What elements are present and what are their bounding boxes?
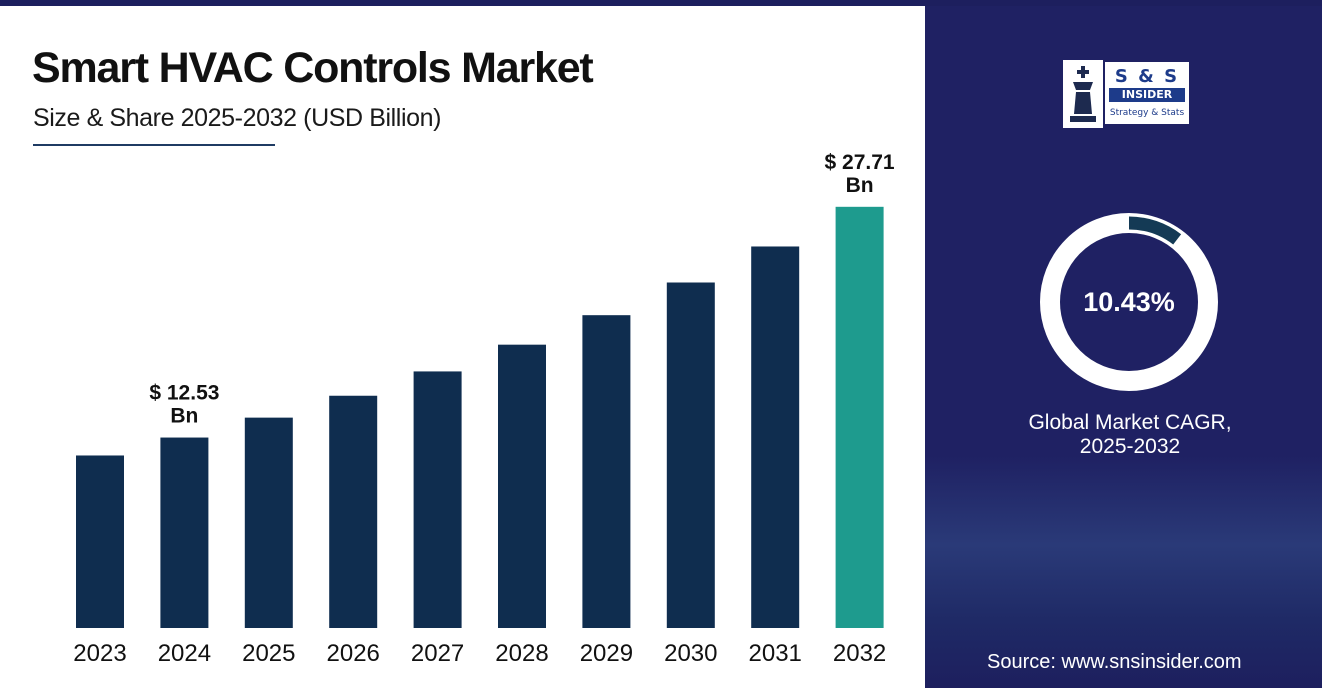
top-strip [0, 0, 1322, 6]
data-label-unit: Bn [846, 174, 874, 197]
bar-2026 [329, 395, 378, 628]
bar-2027 [413, 371, 462, 628]
data-label-value: $ 12.53 [149, 382, 219, 405]
bar-2032 [835, 206, 884, 629]
x-tick-label: 2023 [73, 640, 126, 667]
bar-2030 [666, 282, 715, 628]
data-label-unit: Bn [170, 405, 198, 428]
bar-2023 [76, 455, 124, 628]
brand-insider: INSIDER [1109, 88, 1185, 102]
chart-subtitle: Size & Share 2025-2032 (USD Billion) [33, 104, 442, 132]
x-tick-label: 2025 [242, 640, 295, 667]
x-tick-label: 2032 [833, 640, 886, 667]
chess-king-icon [1063, 60, 1103, 128]
x-tick-label: 2028 [495, 640, 548, 667]
brand-badge: S & S INSIDER Strategy & Stats [1105, 62, 1189, 124]
brand-tagline: Strategy & Stats [1109, 108, 1185, 118]
bar-2029 [582, 315, 631, 628]
chart-title: Smart HVAC Controls Market [32, 44, 594, 92]
x-tick-label: 2026 [327, 640, 380, 667]
chart-panel: 2023 2024 2025 2026 2027 2028 2029 2030 2031 2032… [0, 6, 925, 688]
bar-2031 [751, 246, 800, 629]
title-underline [33, 144, 275, 146]
bar-2024 [160, 437, 209, 628]
summary-panel: S & S INSIDER Strategy & Stats 10.43% Gl… [925, 6, 1322, 688]
cagr-value: 10.43% [1083, 286, 1175, 317]
bar-2025 [244, 417, 293, 628]
x-tick-label: 2030 [664, 640, 717, 667]
source-text: Source: www.snsinsider.com [987, 651, 1242, 673]
brand-name: S & S [1114, 66, 1180, 87]
brand-logo: S & S INSIDER Strategy & Stats [1063, 60, 1193, 128]
bar-chart: 2023 2024 2025 2026 2027 2028 2029 2030 2031 2032… [73, 151, 895, 667]
x-tick-label: 2029 [580, 640, 633, 667]
cagr-label-line1: Global Market CAGR, [1028, 411, 1232, 434]
x-tick-label: 2031 [749, 640, 802, 667]
data-label-value: $ 27.71 [825, 151, 895, 174]
x-tick-label: 2024 [158, 640, 211, 667]
bar-2028 [498, 344, 546, 628]
cagr-label-line2: 2025-2032 [1079, 435, 1181, 458]
cagr-progress-arc [1043, 216, 1215, 388]
cagr-label: Global Market CAGR, 2025-2032 [985, 411, 1275, 459]
x-tick-label: 2027 [411, 640, 464, 667]
cagr-donut [1040, 213, 1218, 391]
